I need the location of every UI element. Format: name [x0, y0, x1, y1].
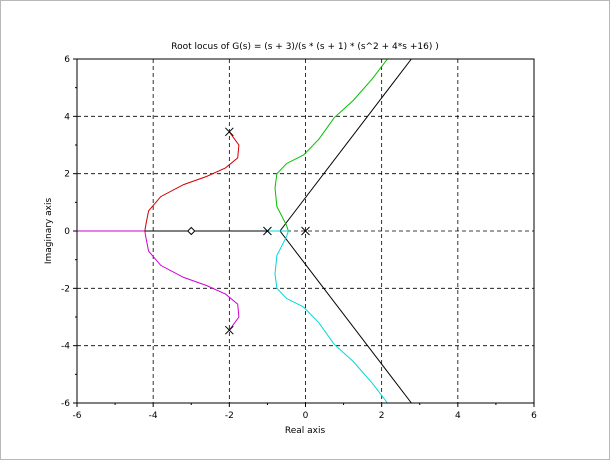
y-tick-label: -4	[61, 342, 70, 352]
zero-marker	[187, 226, 196, 236]
pole-marker	[263, 226, 272, 236]
y-tick-label: 6	[64, 55, 70, 65]
x-tick-label: -4	[149, 411, 158, 421]
pole-stroke	[263, 226, 272, 236]
pole-marker	[224, 127, 234, 137]
axis-ticks: -6 -4 -2 0 2 4 6 -6 -4 -2 0 2 4 6	[61, 55, 537, 421]
y-tick-label: -6	[61, 399, 70, 409]
pole-stroke	[224, 325, 234, 335]
pole-stroke	[224, 127, 234, 137]
pole-zero-markers	[187, 127, 310, 335]
x-tick-label: -6	[73, 411, 82, 421]
locus-branch	[267, 58, 388, 232]
y-tick-label: 0	[64, 227, 70, 237]
x-tick-label: 0	[303, 411, 309, 421]
x-tick-label: 2	[379, 411, 385, 421]
locus-branches	[77, 58, 388, 404]
x-tick-label: 4	[455, 411, 461, 421]
x-tick-label: -2	[225, 411, 234, 421]
y-tick-label: 4	[64, 112, 70, 122]
y-axis-title: Imaginary axis	[44, 198, 54, 265]
y-tick-label: -2	[61, 284, 70, 294]
pole-marker	[224, 325, 234, 335]
locus-branch	[144, 131, 240, 232]
x-tick-label: 6	[531, 411, 537, 421]
pole-marker	[301, 226, 310, 236]
chart-title: Root locus of G(s) = (s + 3)/(s * (s + 1…	[171, 42, 438, 52]
asymptote-line	[279, 230, 412, 404]
locus-branch	[267, 230, 388, 404]
y-tick-label: 2	[64, 170, 70, 180]
asymptote-line	[279, 58, 412, 232]
locus-branch	[77, 230, 240, 331]
pole-stroke	[301, 226, 310, 236]
x-axis-title: Real axis	[285, 426, 326, 436]
